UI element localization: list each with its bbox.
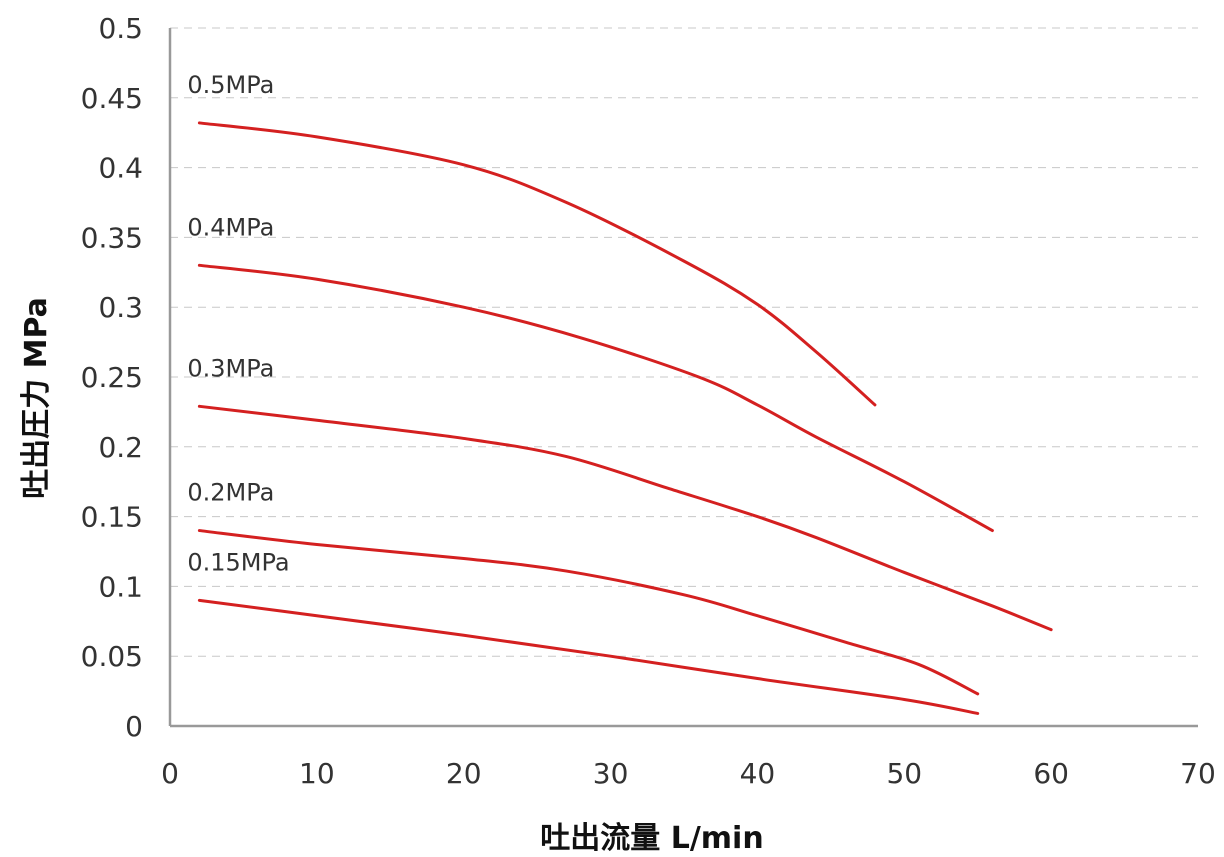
y-tick-label: 0.1: [98, 570, 143, 603]
series-label: 0.5MPa: [187, 71, 274, 99]
x-tick-label: 20: [446, 757, 482, 790]
x-axis-title: 吐出流量 L/min: [540, 821, 763, 856]
axes: [168, 28, 1198, 728]
series-line: [197, 263, 994, 533]
y-tick-label: 0.25: [81, 361, 143, 394]
x-tick-label: 60: [1033, 757, 1069, 790]
y-tick-labels: 0 0.05 0.1 0.15 0.2 0.25 0.3 0.35 0.4 0.45 0.5: [81, 12, 143, 743]
y-tick-label: 0.2: [98, 431, 143, 464]
y-tick-label: 0.45: [81, 82, 143, 115]
y-axis-title: 吐出圧力 MPa: [19, 297, 54, 499]
x-tick-label: 50: [886, 757, 922, 790]
y-tick-label: 0.05: [81, 640, 143, 673]
series-label: 0.3MPa: [187, 354, 274, 382]
series-line: [197, 404, 1053, 632]
series-line: [197, 598, 980, 715]
y-tick-label: 0.35: [81, 221, 143, 254]
x-tick-label: 30: [593, 757, 629, 790]
x-tick-label: 0: [161, 757, 179, 790]
x-tick-label: 40: [740, 757, 776, 790]
x-tick-labels: 0 10 20 30 40 50 60 70: [161, 757, 1216, 790]
y-tick-label: 0.4: [98, 152, 143, 185]
y-tick-label: 0.3: [98, 291, 143, 324]
x-tick-label: 10: [299, 757, 335, 790]
series-label: 0.2MPa: [187, 479, 274, 507]
series-label: 0.4MPa: [187, 213, 274, 241]
y-tick-label: 0: [125, 710, 143, 743]
y-tick-label: 0.5: [98, 12, 143, 45]
series-labels: 0.5MPa 0.4MPa 0.3MPa 0.2MPa 0.15MPa: [187, 71, 289, 576]
y-tick-label: 0.15: [81, 501, 143, 534]
series-line: [197, 121, 877, 407]
series-label: 0.15MPa: [187, 548, 289, 576]
x-tick-label: 70: [1180, 757, 1216, 790]
series-line: [197, 529, 980, 696]
grid-lines: [170, 27, 1198, 657]
series-lines: [197, 121, 1053, 715]
